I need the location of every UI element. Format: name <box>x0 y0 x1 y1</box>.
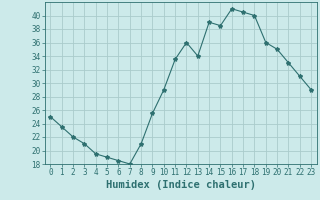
X-axis label: Humidex (Indice chaleur): Humidex (Indice chaleur) <box>106 180 256 190</box>
